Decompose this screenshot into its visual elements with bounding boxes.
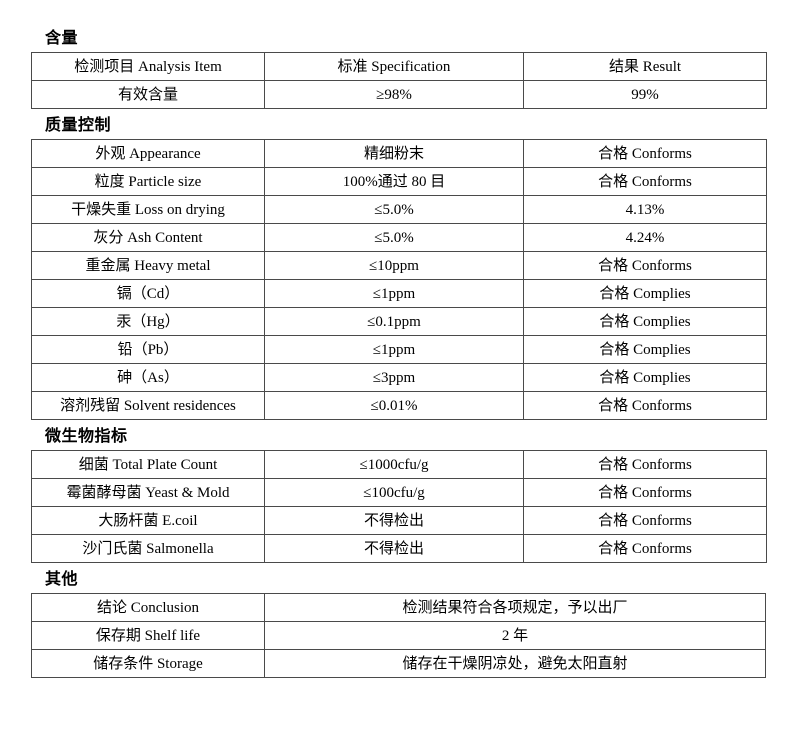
column-header-specification: 标准 Specification bbox=[264, 52, 524, 81]
column-header-analysis-item: 检测项目 Analysis Item bbox=[31, 52, 265, 81]
cell-spec: ≤1ppm bbox=[264, 279, 524, 308]
cell-result: 合格 Conforms bbox=[523, 139, 767, 168]
cell-value: 储存在干燥阴凉处，避免太阳直射 bbox=[264, 649, 766, 678]
cell-result: 合格 Conforms bbox=[523, 506, 767, 535]
cell-spec: ≤1000cfu/g bbox=[264, 450, 524, 479]
cell-spec: ≤1ppm bbox=[264, 335, 524, 364]
section-quality-control: 质量控制 外观 Appearance 精细粉末 合格 Conforms 粒度 P… bbox=[31, 115, 767, 420]
cell-spec: 100%通过 80 目 bbox=[264, 167, 524, 196]
cell-result: 合格 Conforms bbox=[523, 167, 767, 196]
cell-result: 合格 Complies bbox=[523, 335, 767, 364]
cell-result: 合格 Conforms bbox=[523, 534, 767, 563]
cell-result: 99% bbox=[523, 80, 767, 109]
cell-spec: ≥98% bbox=[264, 80, 524, 109]
section-other: 其他 结论 Conclusion 检测结果符合各项规定，予以出厂 保存期 She… bbox=[31, 569, 766, 678]
cell-result: 合格 Complies bbox=[523, 279, 767, 308]
cell-item: 结论 Conclusion bbox=[31, 593, 265, 622]
cell-item: 汞（Hg） bbox=[31, 307, 265, 336]
table-row: 干燥失重 Loss on drying ≤5.0% 4.13% bbox=[31, 195, 767, 224]
column-header-result: 结果 Result bbox=[523, 52, 767, 81]
section-microbiology: 微生物指标 细菌 Total Plate Count ≤1000cfu/g 合格… bbox=[31, 426, 767, 563]
cell-value: 2 年 bbox=[264, 621, 766, 650]
cell-item: 重金属 Heavy metal bbox=[31, 251, 265, 280]
cell-spec: ≤0.1ppm bbox=[264, 307, 524, 336]
cell-spec: 不得检出 bbox=[264, 534, 524, 563]
cell-item: 粒度 Particle size bbox=[31, 167, 265, 196]
table-header-row: 检测项目 Analysis Item 标准 Specification 结果 R… bbox=[31, 52, 767, 81]
cell-value: 检测结果符合各项规定，予以出厂 bbox=[264, 593, 766, 622]
cell-spec: ≤3ppm bbox=[264, 363, 524, 392]
cell-item: 保存期 Shelf life bbox=[31, 621, 265, 650]
section-heading-quality-control: 质量控制 bbox=[45, 115, 112, 134]
table-row: 镉（Cd） ≤1ppm 合格 Complies bbox=[31, 279, 767, 308]
table-row: 铅（Pb） ≤1ppm 合格 Complies bbox=[31, 335, 767, 364]
section-heading-assay: 含量 bbox=[45, 28, 79, 47]
table-row: 外观 Appearance 精细粉末 合格 Conforms bbox=[31, 139, 767, 168]
table-row: 灰分 Ash Content ≤5.0% 4.24% bbox=[31, 223, 767, 252]
cell-spec: ≤10ppm bbox=[264, 251, 524, 280]
table-row: 细菌 Total Plate Count ≤1000cfu/g 合格 Confo… bbox=[31, 450, 767, 479]
table-row: 保存期 Shelf life 2 年 bbox=[31, 621, 766, 650]
table-row: 沙门氏菌 Salmonella 不得检出 合格 Conforms bbox=[31, 534, 767, 563]
cell-spec: 不得检出 bbox=[264, 506, 524, 535]
cell-result: 合格 Complies bbox=[523, 307, 767, 336]
cell-item: 细菌 Total Plate Count bbox=[31, 450, 265, 479]
cell-result: 合格 Conforms bbox=[523, 450, 767, 479]
cell-item: 镉（Cd） bbox=[31, 279, 265, 308]
section-heading-microbiology: 微生物指标 bbox=[45, 426, 128, 445]
section-content-assay: 含量 检测项目 Analysis Item 标准 Specification 结… bbox=[31, 28, 767, 109]
cell-item: 干燥失重 Loss on drying bbox=[31, 195, 265, 224]
microbiology-table: 细菌 Total Plate Count ≤1000cfu/g 合格 Confo… bbox=[31, 450, 767, 563]
cell-result: 4.13% bbox=[523, 195, 767, 224]
table-row: 霉菌酵母菌 Yeast & Mold ≤100cfu/g 合格 Conforms bbox=[31, 478, 767, 507]
cell-item: 有效含量 bbox=[31, 80, 265, 109]
table-row: 粒度 Particle size 100%通过 80 目 合格 Conforms bbox=[31, 167, 767, 196]
table-row: 储存条件 Storage 储存在干燥阴凉处，避免太阳直射 bbox=[31, 649, 766, 678]
cell-result: 4.24% bbox=[523, 223, 767, 252]
assay-table: 检测项目 Analysis Item 标准 Specification 结果 R… bbox=[31, 52, 767, 109]
table-row: 大肠杆菌 E.coil 不得检出 合格 Conforms bbox=[31, 506, 767, 535]
cell-item: 砷（As） bbox=[31, 363, 265, 392]
table-row: 汞（Hg） ≤0.1ppm 合格 Complies bbox=[31, 307, 767, 336]
cell-item: 外观 Appearance bbox=[31, 139, 265, 168]
cell-item: 大肠杆菌 E.coil bbox=[31, 506, 265, 535]
cell-result: 合格 Conforms bbox=[523, 478, 767, 507]
quality-control-table: 外观 Appearance 精细粉末 合格 Conforms 粒度 Partic… bbox=[31, 139, 767, 420]
cell-spec: ≤5.0% bbox=[264, 195, 524, 224]
cell-item: 灰分 Ash Content bbox=[31, 223, 265, 252]
cell-item: 溶剂残留 Solvent residences bbox=[31, 391, 265, 420]
table-row: 结论 Conclusion 检测结果符合各项规定，予以出厂 bbox=[31, 593, 766, 622]
cell-item: 储存条件 Storage bbox=[31, 649, 265, 678]
cell-item: 铅（Pb） bbox=[31, 335, 265, 364]
section-heading-other: 其他 bbox=[45, 569, 79, 588]
cell-item: 霉菌酵母菌 Yeast & Mold bbox=[31, 478, 265, 507]
cell-spec: 精细粉末 bbox=[264, 139, 524, 168]
cell-spec: ≤0.01% bbox=[264, 391, 524, 420]
table-row: 重金属 Heavy metal ≤10ppm 合格 Conforms bbox=[31, 251, 767, 280]
cell-result: 合格 Conforms bbox=[523, 251, 767, 280]
cell-spec: ≤5.0% bbox=[264, 223, 524, 252]
table-row: 有效含量 ≥98% 99% bbox=[31, 80, 767, 109]
other-table: 结论 Conclusion 检测结果符合各项规定，予以出厂 保存期 Shelf … bbox=[31, 593, 766, 678]
cell-result: 合格 Conforms bbox=[523, 391, 767, 420]
cell-spec: ≤100cfu/g bbox=[264, 478, 524, 507]
cell-result: 合格 Complies bbox=[523, 363, 767, 392]
table-row: 砷（As） ≤3ppm 合格 Complies bbox=[31, 363, 767, 392]
cell-item: 沙门氏菌 Salmonella bbox=[31, 534, 265, 563]
table-row: 溶剂残留 Solvent residences ≤0.01% 合格 Confor… bbox=[31, 391, 767, 420]
